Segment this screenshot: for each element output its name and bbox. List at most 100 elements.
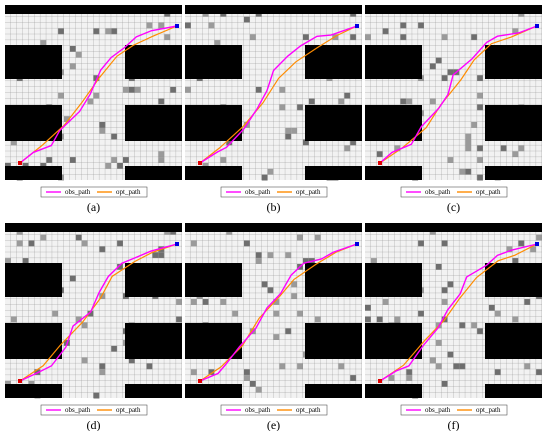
start: [378, 379, 382, 383]
legend-label: obs_path: [425, 188, 451, 196]
wall: [125, 263, 182, 297]
wall: [5, 223, 182, 232]
legend-box: [220, 404, 328, 416]
opt-path: [379, 243, 538, 382]
grid: [365, 223, 542, 398]
goal: [535, 24, 539, 28]
obs-path: [379, 243, 538, 382]
start: [198, 161, 202, 165]
wall: [485, 45, 542, 79]
obs-path: [19, 25, 178, 164]
panel: obs_path opt_path (c): [365, 5, 542, 214]
start: [18, 161, 22, 165]
wall: [185, 384, 242, 398]
panel: obs_path opt_path (d): [5, 223, 182, 431]
wall: [125, 384, 182, 398]
wall: [185, 263, 242, 297]
legend-label: opt_path: [116, 188, 141, 196]
wall: [185, 105, 242, 141]
wall: [485, 166, 542, 180]
opt-path: [379, 25, 538, 164]
wall: [5, 5, 182, 14]
panel-label: (e): [267, 418, 280, 431]
goal: [175, 242, 179, 246]
wall: [365, 5, 542, 14]
wall: [365, 45, 422, 79]
wall: [5, 323, 62, 359]
wall: [305, 105, 362, 141]
legend-label: opt_path: [296, 188, 321, 196]
legend-label: obs_path: [425, 406, 451, 414]
wall: [185, 45, 242, 79]
grid: [365, 5, 542, 180]
wall: [5, 45, 62, 79]
wall: [125, 45, 182, 79]
grid: [185, 223, 362, 398]
wall: [365, 263, 422, 297]
panel: obs_path opt_path (e): [185, 223, 362, 431]
wall: [305, 323, 362, 359]
wall: [365, 105, 422, 141]
goal: [535, 242, 539, 246]
panel-label: (d): [87, 418, 101, 431]
panel-label: (c): [447, 200, 460, 214]
wall: [125, 323, 182, 359]
wall: [365, 384, 422, 398]
legend-box: [40, 404, 148, 416]
legend-box: [220, 186, 328, 198]
wall: [485, 263, 542, 297]
wall: [305, 384, 362, 398]
wall: [5, 263, 62, 297]
wall: [305, 45, 362, 79]
legend-label: obs_path: [65, 188, 91, 196]
panel-label: (a): [87, 200, 100, 214]
wall: [365, 166, 422, 180]
legend-label: obs_path: [245, 406, 271, 414]
wall: [5, 105, 62, 141]
wall: [5, 384, 62, 398]
wall: [185, 223, 362, 232]
opt-path: [199, 243, 358, 382]
wall: [185, 5, 362, 14]
obs-path: [199, 243, 358, 382]
legend-label: obs_path: [245, 188, 271, 196]
legend-box: [400, 404, 508, 416]
opt-path: [199, 25, 358, 164]
wall: [305, 263, 362, 297]
obs-path: [199, 25, 358, 164]
obs-path: [379, 25, 538, 164]
panel: obs_path opt_path (b): [185, 5, 362, 214]
wall: [5, 166, 62, 180]
wall: [125, 166, 182, 180]
legend-box: [400, 186, 508, 198]
wall: [125, 105, 182, 141]
goal: [355, 242, 359, 246]
panel: obs_path opt_path (a): [5, 5, 182, 214]
legend-label: obs_path: [65, 406, 91, 414]
panel-label: (f): [448, 418, 460, 431]
goal: [355, 24, 359, 28]
wall: [185, 166, 242, 180]
start: [18, 379, 22, 383]
legend-label: opt_path: [476, 188, 501, 196]
legend-label: opt_path: [296, 406, 321, 414]
legend-label: opt_path: [476, 406, 501, 414]
wall: [365, 323, 422, 359]
wall: [365, 223, 542, 232]
wall: [185, 323, 242, 359]
obs-path: [19, 243, 178, 382]
start: [198, 379, 202, 383]
opt-path: [19, 243, 178, 382]
wall: [485, 323, 542, 359]
wall: [305, 166, 362, 180]
legend-label: opt_path: [116, 406, 141, 414]
wall: [485, 384, 542, 398]
wall: [485, 105, 542, 141]
panel-label: (b): [267, 200, 281, 214]
opt-path: [19, 25, 178, 164]
goal: [175, 24, 179, 28]
start: [378, 161, 382, 165]
legend-box: [40, 186, 148, 198]
panel: obs_path opt_path (f): [365, 223, 542, 431]
